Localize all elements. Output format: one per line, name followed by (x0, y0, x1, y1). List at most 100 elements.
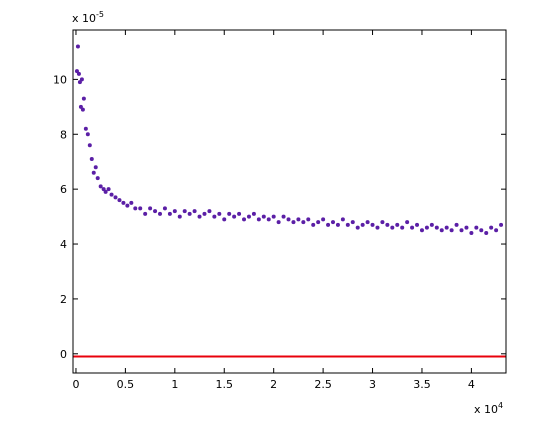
point (162, 206, 167, 211)
point (395, 222, 400, 227)
x-tick-label: 4 (468, 378, 475, 391)
point (286, 217, 291, 222)
y-tick-label: 6 (60, 183, 67, 196)
point (306, 217, 311, 222)
point (237, 211, 242, 216)
point (79, 77, 84, 82)
x-multiplier-exponent: 4 (498, 401, 503, 410)
point (291, 220, 296, 225)
point (439, 228, 444, 233)
point (80, 107, 85, 112)
point (449, 228, 454, 233)
point (93, 165, 98, 170)
point (153, 209, 158, 214)
point (326, 222, 331, 227)
point (227, 211, 232, 216)
point (143, 211, 148, 216)
x-tick-label: 3 (369, 378, 376, 391)
point (106, 187, 111, 192)
point (385, 222, 390, 227)
point (400, 225, 405, 230)
point (76, 71, 81, 76)
point (345, 222, 350, 227)
point (405, 220, 410, 225)
point (365, 220, 370, 225)
point (296, 217, 301, 222)
x-tick-label: 3.5 (413, 378, 431, 391)
point (390, 225, 395, 230)
point (340, 217, 345, 222)
point (148, 206, 153, 211)
y-multiplier: x 10-5 (72, 10, 104, 25)
x-tick-label: 1.5 (216, 378, 234, 391)
point (129, 200, 134, 205)
point (109, 192, 114, 197)
point (444, 225, 449, 230)
x-tick-label: 2 (270, 378, 277, 391)
point (192, 209, 197, 214)
point (355, 225, 360, 230)
x-tick-label: 0.5 (117, 378, 135, 391)
point (484, 231, 489, 236)
point (415, 222, 420, 227)
point (271, 214, 276, 219)
y-multiplier-base: x 10 (72, 12, 96, 25)
point (117, 198, 122, 203)
x-multiplier-base: x 10 (474, 403, 498, 416)
point (370, 222, 375, 227)
point (232, 214, 237, 219)
point (316, 220, 321, 225)
y-multiplier-exponent: -5 (96, 10, 104, 19)
y-tick-label: 8 (60, 128, 67, 141)
point (419, 228, 424, 233)
point (138, 206, 143, 211)
point (177, 214, 182, 219)
point (424, 225, 429, 230)
point (479, 228, 484, 233)
x-tick-label: 1 (171, 378, 178, 391)
point (261, 214, 266, 219)
point (321, 217, 326, 222)
point (172, 209, 177, 214)
point (75, 44, 80, 49)
point (454, 222, 459, 227)
point (85, 132, 90, 137)
plot-area (73, 30, 506, 373)
point (276, 220, 281, 225)
point (81, 96, 86, 101)
point (464, 225, 469, 230)
axes-box (72, 29, 507, 374)
point (113, 195, 118, 200)
point (266, 217, 271, 222)
point (301, 220, 306, 225)
y-tick-label: 4 (60, 238, 67, 251)
point (95, 176, 100, 181)
point (410, 225, 415, 230)
y-tick-label: 2 (60, 293, 67, 306)
point (330, 220, 335, 225)
point (202, 211, 207, 216)
point (499, 222, 504, 227)
x-tick-label: 2.5 (314, 378, 332, 391)
point (251, 211, 256, 216)
point (121, 200, 126, 205)
point (335, 222, 340, 227)
point (157, 211, 162, 216)
point (311, 222, 316, 227)
point (125, 203, 130, 208)
point (281, 214, 286, 219)
point (380, 220, 385, 225)
point (222, 217, 227, 222)
point (212, 214, 217, 219)
point (167, 211, 172, 216)
point (469, 231, 474, 236)
point (459, 228, 464, 233)
point (242, 217, 247, 222)
point (494, 228, 499, 233)
point (434, 225, 439, 230)
x-tick-label: 0 (72, 378, 79, 391)
point (83, 126, 88, 131)
point (133, 206, 138, 211)
